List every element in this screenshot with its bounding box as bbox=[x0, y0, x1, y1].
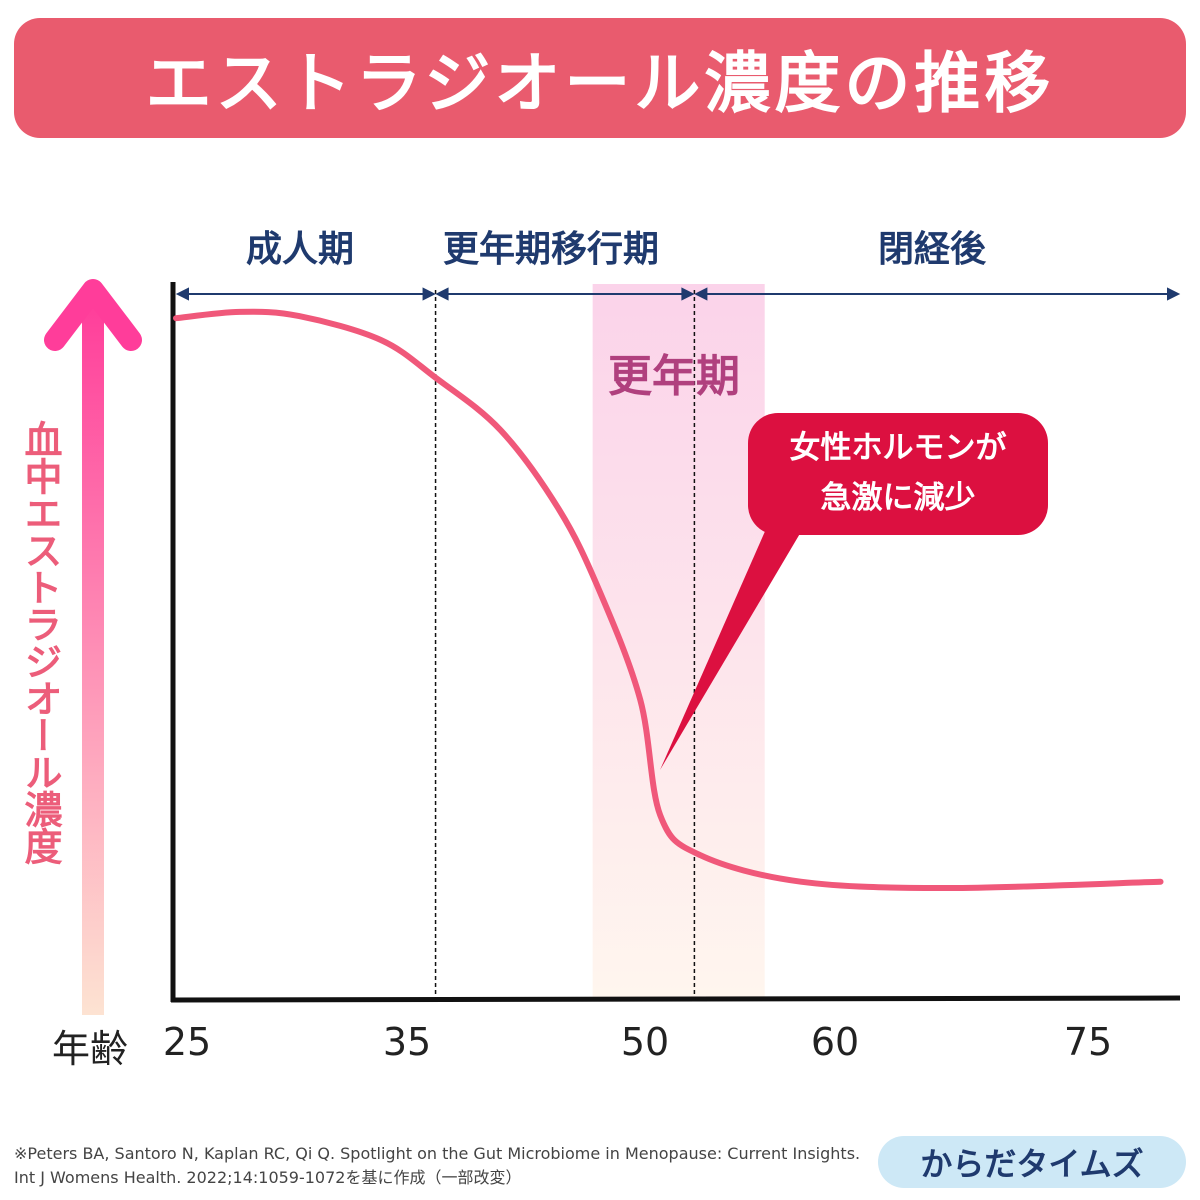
annotation-bubble: 女性ホルモンが 急激に減少 bbox=[748, 413, 1048, 535]
citation: ※Peters BA, Santoro N, Kaplan RC, Qi Q. … bbox=[14, 1144, 861, 1187]
highlight-label: 更年期 bbox=[608, 351, 740, 402]
phase-label-adult: 成人期 bbox=[246, 229, 355, 270]
phase-label-transition: 更年期移行期 bbox=[443, 229, 660, 270]
y-axis-arrow bbox=[44, 279, 142, 1015]
annotation-pointer bbox=[660, 520, 808, 770]
phase-span-arrow bbox=[175, 287, 436, 301]
page-title: エストラジオール濃度の推移 bbox=[14, 18, 1186, 138]
x-tick-label: 50 bbox=[620, 1020, 670, 1064]
x-tick-label: 75 bbox=[1063, 1020, 1113, 1064]
y-axis-label: 血中エストラジオール濃度 bbox=[18, 420, 62, 864]
series-line bbox=[173, 308, 1164, 892]
annotation-line: 急激に減少 bbox=[820, 480, 976, 516]
phase-span-arrow bbox=[694, 287, 1181, 301]
brand-logo: からだタイムズ bbox=[878, 1136, 1186, 1188]
phase-span-arrow bbox=[435, 287, 695, 301]
x-axis bbox=[170, 995, 1181, 1003]
x-tick-label: 60 bbox=[810, 1020, 860, 1064]
x-tick-label: 35 bbox=[382, 1020, 432, 1064]
x-tick-label: 25 bbox=[162, 1020, 212, 1064]
x-axis-label: 年齢 bbox=[52, 1027, 129, 1071]
annotation-line: 女性ホルモンが bbox=[789, 430, 1007, 466]
phase-label-postmenopause: 閉経後 bbox=[878, 229, 987, 270]
